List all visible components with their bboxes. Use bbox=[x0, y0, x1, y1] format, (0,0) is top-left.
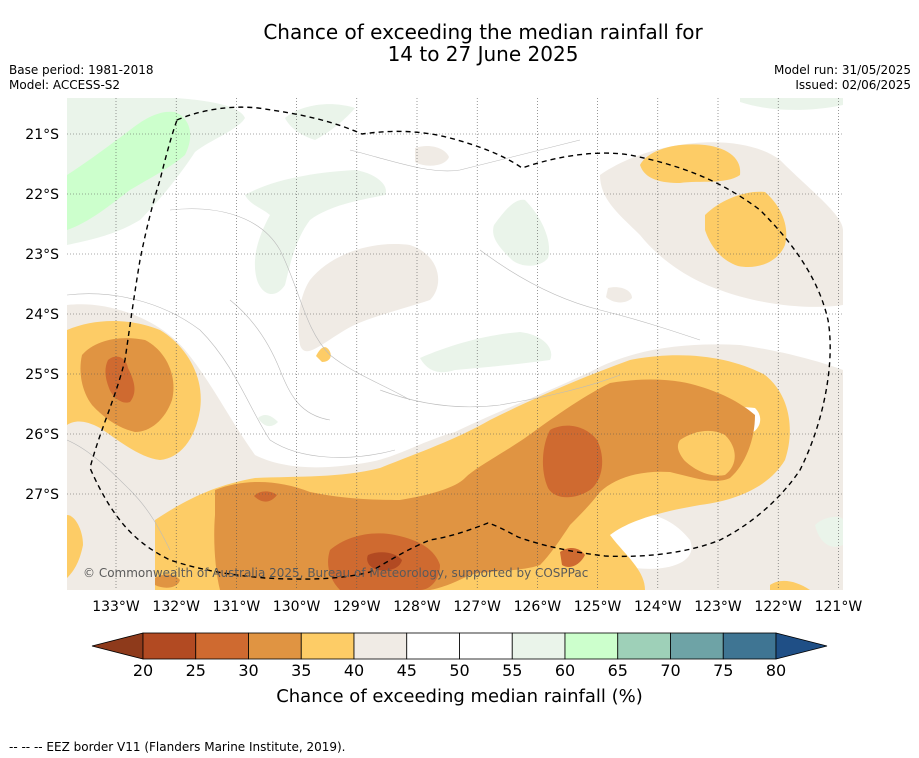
colorbar-cell-35-40 bbox=[300, 632, 355, 660]
zone-35-40-bottom bbox=[770, 580, 810, 590]
lat-label: 21°S bbox=[25, 127, 59, 143]
colorbar-cell-20-25 bbox=[142, 632, 197, 660]
colorbar-title: Chance of exceeding median rainfall (%) bbox=[276, 686, 643, 707]
lon-label: 121°W bbox=[815, 599, 863, 615]
issued-text: Issued: 02/06/2025 bbox=[795, 78, 911, 92]
colorbar-over-arrow bbox=[775, 632, 828, 660]
zone-40-45-blob bbox=[415, 146, 449, 166]
meta-right: Model run: 31/05/2025 Issued: 02/06/2025 bbox=[774, 63, 911, 93]
lon-label: 123°W bbox=[694, 599, 742, 615]
colorbar-tick-label: 55 bbox=[502, 661, 523, 680]
zone-30-35-south bbox=[214, 379, 756, 590]
colorbar-cell-70-75 bbox=[670, 632, 724, 660]
colorbar-cell-65-70 bbox=[617, 632, 671, 660]
lon-label: 129°W bbox=[333, 599, 381, 615]
zone-55-60-top bbox=[740, 98, 843, 110]
colorbar-tick-label: 70 bbox=[660, 661, 681, 680]
lon-label: 130°W bbox=[273, 599, 321, 615]
lat-label: 23°S bbox=[25, 247, 59, 263]
zone-55-60-ne bbox=[493, 199, 550, 266]
zone-55-60-north bbox=[285, 104, 355, 140]
lat-label: 22°S bbox=[25, 187, 59, 203]
colorbar-cell-60-65 bbox=[564, 632, 619, 660]
colorbar-tick-label: 80 bbox=[765, 661, 787, 680]
map-gridlines bbox=[67, 98, 843, 590]
colorbar-under-arrow bbox=[91, 632, 144, 660]
colorbar-cell-25-30 bbox=[195, 632, 249, 660]
zone-40-45-small bbox=[606, 287, 632, 303]
colorbar-cell-30-35 bbox=[248, 632, 302, 660]
lon-label: 125°W bbox=[574, 599, 622, 615]
colorbar-cell-55-60 bbox=[511, 632, 566, 660]
map-title-line2: 14 to 27 June 2025 bbox=[387, 42, 579, 66]
lon-label: 131°W bbox=[213, 599, 261, 615]
colorbar-tick-label: 40 bbox=[343, 661, 365, 680]
zone-60-65-nw bbox=[67, 111, 191, 230]
copyright-text: © Commonwealth of Australia 2025, Bureau… bbox=[83, 566, 588, 580]
lon-label: 124°W bbox=[634, 599, 682, 615]
zone-20-25-south bbox=[367, 552, 402, 571]
colorbar-cell-50-55 bbox=[459, 632, 513, 660]
lon-label: 133°W bbox=[92, 599, 140, 615]
zone-35-40-e bbox=[705, 191, 787, 268]
colorbar-tick-label: 75 bbox=[713, 661, 734, 680]
model-text: Model: ACCESS-S2 bbox=[9, 78, 121, 92]
zone-40-45-center bbox=[298, 244, 439, 352]
colorbar-tick-label: 20 bbox=[132, 661, 154, 680]
colorbar-tick-label: 25 bbox=[185, 661, 206, 680]
colorbar-cell-75-80 bbox=[722, 632, 777, 660]
zone-35-40-ne bbox=[640, 144, 741, 183]
zone-30-35-sl bbox=[155, 574, 180, 588]
lat-label: 27°S bbox=[25, 487, 59, 503]
rainfall-field bbox=[67, 98, 843, 590]
base-period-text: Base period: 1981-2018 bbox=[9, 63, 154, 77]
colorbar bbox=[91, 632, 828, 660]
eez-footnote: -- -- -- EEZ border V11 (Flanders Marine… bbox=[9, 740, 346, 754]
lat-label: 24°S bbox=[25, 307, 59, 323]
colorbar-cell-40-45 bbox=[353, 632, 408, 660]
lon-label: 126°W bbox=[514, 599, 562, 615]
zone-25-30-center bbox=[542, 425, 603, 498]
colorbar-tick-label: 60 bbox=[554, 661, 576, 680]
zone-hole-e-2 bbox=[677, 430, 735, 476]
lat-label: 26°S bbox=[25, 427, 59, 443]
zone-55-60-spot bbox=[258, 415, 278, 427]
colorbar-tick-label: 30 bbox=[238, 661, 259, 680]
colorbar-tick-label: 45 bbox=[396, 661, 417, 680]
lat-labels: 21°S 22°S 23°S 24°S 25°S 26°S 27°S bbox=[25, 127, 59, 503]
colorbar-tick-label: 50 bbox=[449, 661, 470, 680]
map-title-line1: Chance of exceeding the median rainfall … bbox=[263, 20, 703, 44]
colorbar-cell-45-50 bbox=[406, 632, 460, 660]
zone-55-60-se bbox=[815, 516, 843, 547]
eez-border bbox=[89, 106, 831, 580]
lon-label: 127°W bbox=[453, 599, 501, 615]
zone-55-60-mid bbox=[420, 332, 552, 373]
lon-label: 128°W bbox=[393, 599, 441, 615]
lon-label: 132°W bbox=[152, 599, 200, 615]
zone-55-60-center bbox=[245, 170, 386, 295]
colorbar-tick-label: 65 bbox=[607, 661, 628, 680]
lon-labels: 133°W 132°W 131°W 130°W 129°W 128°W 127°W 126°W… bbox=[92, 599, 862, 615]
colorbar-tick-label: 35 bbox=[291, 661, 312, 680]
zone-35-40-spot bbox=[316, 347, 331, 362]
meta-left: Base period: 1981-2018 Model: ACCESS-S2 bbox=[9, 63, 154, 93]
model-run-text: Model run: 31/05/2025 bbox=[773, 63, 911, 77]
zone-35-40-left bbox=[67, 515, 83, 578]
contour-lines bbox=[67, 139, 701, 551]
lon-label: 122°W bbox=[754, 599, 802, 615]
lat-label: 25°S bbox=[25, 367, 59, 383]
